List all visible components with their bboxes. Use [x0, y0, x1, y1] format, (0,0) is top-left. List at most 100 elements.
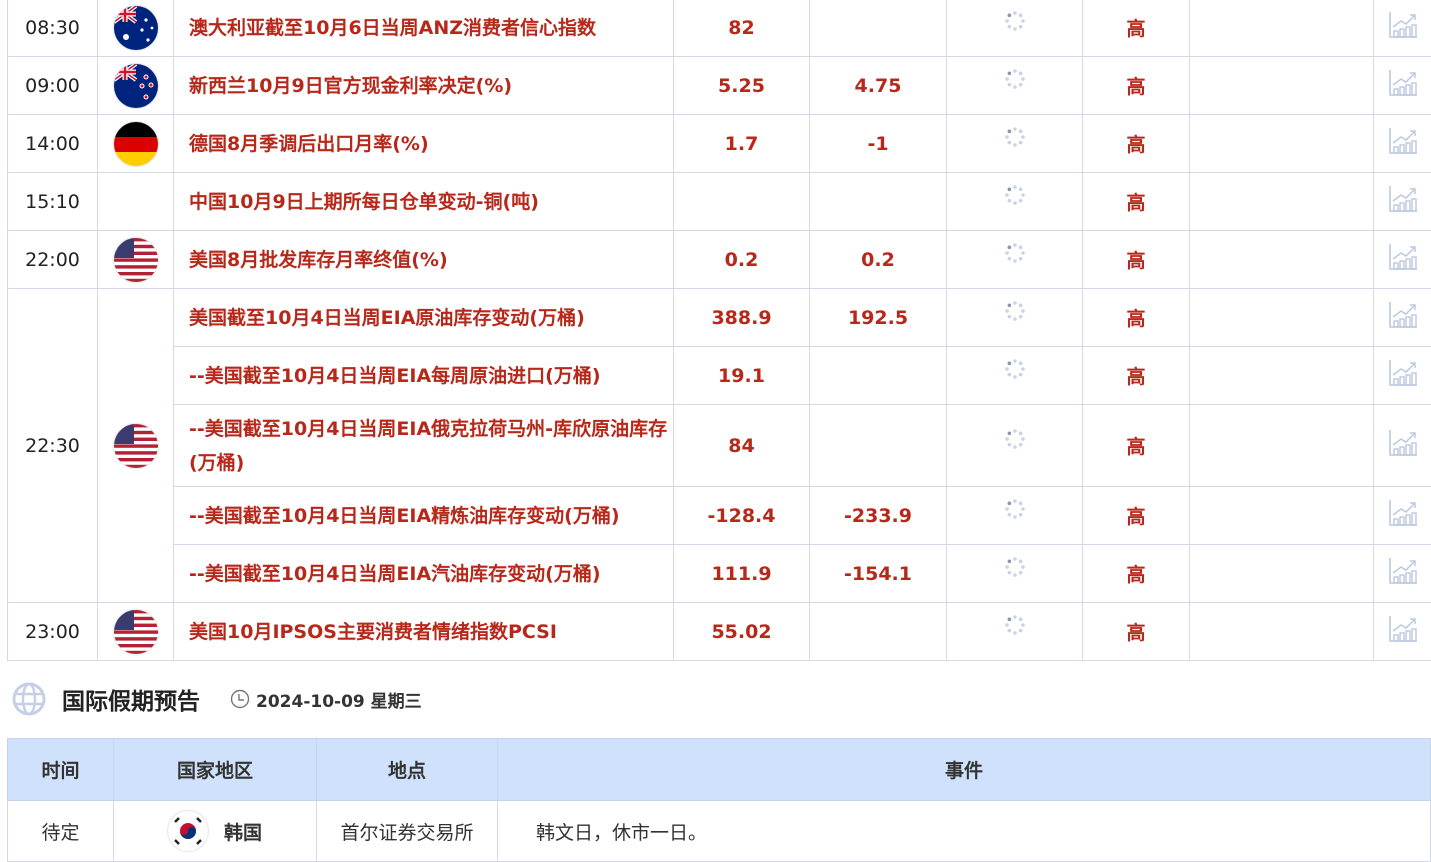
event-name[interactable]: 美国10月IPSOS主要消费者情绪指数PCSI: [174, 603, 674, 661]
importance: 高: [1083, 0, 1190, 57]
chart-button[interactable]: [1374, 545, 1431, 603]
event-name[interactable]: 德国8月季调后出口月率(%): [174, 115, 674, 173]
country-flag: [98, 289, 174, 603]
chart-icon[interactable]: [1388, 370, 1418, 392]
section-date: 2024-10-09 星期三: [256, 687, 422, 712]
chart-button[interactable]: [1374, 603, 1431, 661]
event-time: 15:10: [8, 173, 98, 231]
chart-button[interactable]: [1374, 57, 1431, 115]
loading-spinner-icon: [1004, 184, 1026, 206]
importance: 高: [1083, 57, 1190, 115]
event-time: 22:00: [8, 231, 98, 289]
interpretation: [1190, 545, 1374, 603]
chart-button[interactable]: [1374, 405, 1431, 487]
event-name[interactable]: 美国8月批发库存月率终值(%): [174, 231, 674, 289]
event-name[interactable]: 美国截至10月4日当周EIA原油库存变动(万桶): [174, 289, 674, 347]
chart-button[interactable]: [1374, 289, 1431, 347]
country-flag: [98, 231, 174, 289]
loading-spinner-icon: [1004, 300, 1026, 322]
chart-button[interactable]: [1374, 0, 1431, 57]
importance: 高: [1083, 289, 1190, 347]
event-name[interactable]: 新西兰10月9日官方现金利率决定(%): [174, 57, 674, 115]
importance: 高: [1083, 173, 1190, 231]
importance: 高: [1083, 487, 1190, 545]
holiday-country: 韩国: [114, 801, 317, 862]
previous-value: 19.1: [674, 347, 810, 405]
globe-icon: [12, 682, 46, 716]
country-flag: [98, 173, 174, 231]
chart-button[interactable]: [1374, 347, 1431, 405]
event-time: 09:00: [8, 57, 98, 115]
flag-usa-icon: [114, 238, 158, 282]
chart-icon[interactable]: [1388, 80, 1418, 102]
event-name[interactable]: 澳大利亚截至10月6日当周ANZ消费者信心指数: [174, 0, 674, 57]
forecast-value: [810, 405, 947, 487]
previous-value: 1.7: [674, 115, 810, 173]
event-name[interactable]: --美国截至10月4日当周EIA俄克拉荷马州-库欣原油库存(万桶): [174, 405, 674, 487]
event-name[interactable]: --美国截至10月4日当周EIA每周原油进口(万桶): [174, 347, 674, 405]
country-flag: [98, 57, 174, 115]
header-event: 事件: [498, 739, 1431, 801]
loading-spinner-icon: [1004, 126, 1026, 148]
importance: 高: [1083, 603, 1190, 661]
previous-value: 388.9: [674, 289, 810, 347]
forecast-value: 4.75: [810, 57, 947, 115]
header-place: 地点: [317, 739, 498, 801]
flag-korea-icon: [168, 811, 208, 851]
actual-value: [947, 347, 1083, 405]
country-name: 韩国: [224, 822, 262, 844]
forecast-value: [810, 0, 947, 57]
chart-icon[interactable]: [1388, 510, 1418, 532]
table-row[interactable]: 15:10 中国10月9日上期所每日仓单变动-铜(吨) 高: [8, 173, 1431, 231]
header-time: 时间: [8, 739, 114, 801]
actual-value: [947, 487, 1083, 545]
interpretation: [1190, 347, 1374, 405]
forecast-value: 192.5: [810, 289, 947, 347]
chart-button[interactable]: [1374, 231, 1431, 289]
chart-icon[interactable]: [1388, 312, 1418, 334]
chart-button[interactable]: [1374, 487, 1431, 545]
forecast-value: 0.2: [810, 231, 947, 289]
chart-icon[interactable]: [1388, 440, 1418, 462]
importance: 高: [1083, 545, 1190, 603]
country-flag: [98, 0, 174, 57]
actual-value: [947, 603, 1083, 661]
event-name[interactable]: --美国截至10月4日当周EIA汽油库存变动(万桶): [174, 545, 674, 603]
event-name[interactable]: --美国截至10月4日当周EIA精炼油库存变动(万桶): [174, 487, 674, 545]
chart-icon[interactable]: [1388, 626, 1418, 648]
forecast-value: -233.9: [810, 487, 947, 545]
chart-icon[interactable]: [1388, 138, 1418, 160]
chart-icon[interactable]: [1388, 22, 1418, 44]
chart-button[interactable]: [1374, 115, 1431, 173]
forecast-value: [810, 603, 947, 661]
interpretation: [1190, 115, 1374, 173]
chart-icon[interactable]: [1388, 196, 1418, 218]
interpretation: [1190, 231, 1374, 289]
chart-button[interactable]: [1374, 173, 1431, 231]
chart-icon[interactable]: [1388, 568, 1418, 590]
loading-spinner-icon: [1004, 614, 1026, 636]
actual-value: [947, 405, 1083, 487]
country-flag: [98, 115, 174, 173]
event-name[interactable]: 中国10月9日上期所每日仓单变动-铜(吨): [174, 173, 674, 231]
chart-icon[interactable]: [1388, 254, 1418, 276]
flag-new-zealand-icon: [114, 64, 158, 108]
previous-value: 0.2: [674, 231, 810, 289]
previous-value: 84: [674, 405, 810, 487]
loading-spinner-icon: [1004, 68, 1026, 90]
table-row: 待定 韩国 首尔证券交易所 韩文日，休市一日。: [8, 801, 1431, 862]
previous-value: 111.9: [674, 545, 810, 603]
previous-value: 55.02: [674, 603, 810, 661]
loading-spinner-icon: [1004, 556, 1026, 578]
